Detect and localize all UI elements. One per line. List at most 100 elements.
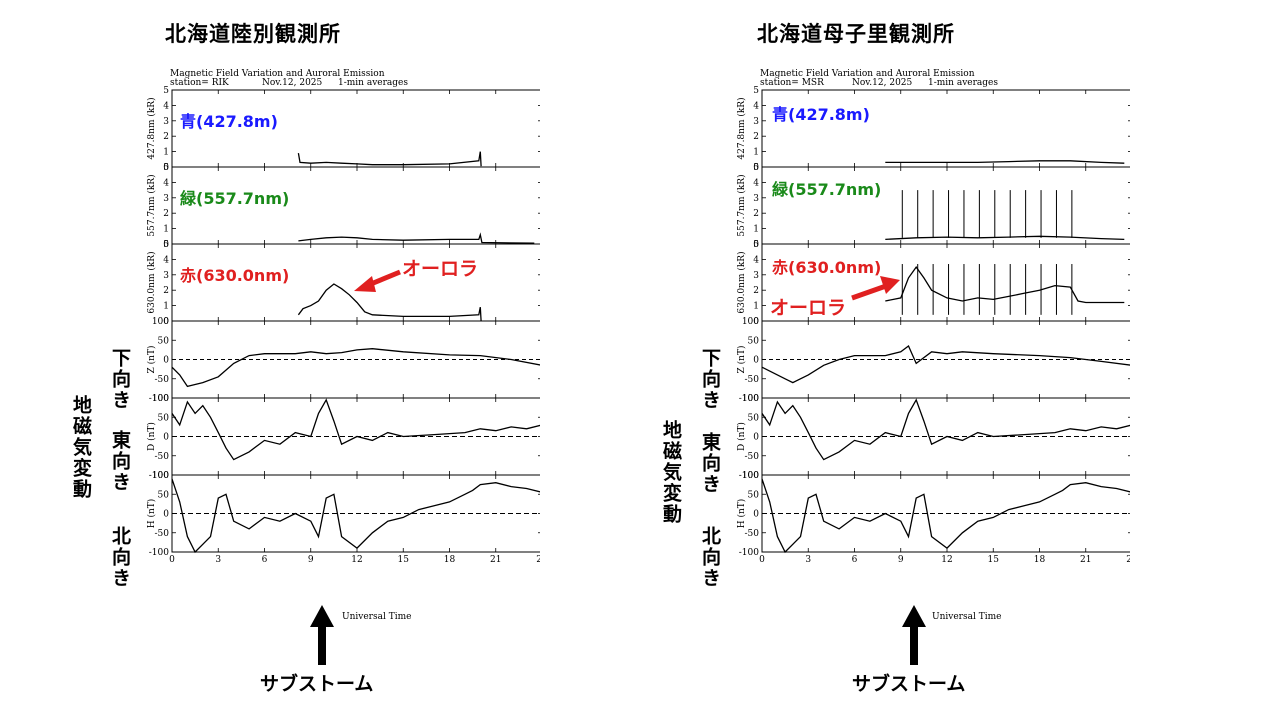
- figure-rik: Magnetic Field Variation and Auroral Emi…: [140, 64, 540, 624]
- y-tick-label: 4: [753, 178, 759, 188]
- series-line: [297, 283, 482, 322]
- x-tick-label: 15: [988, 555, 1000, 565]
- x-tick-label: 18: [444, 555, 456, 565]
- x-tick-label: 3: [215, 555, 221, 565]
- y-tick-label: 1: [753, 148, 759, 158]
- panel-axis-title: 557.7nm (kR): [146, 174, 157, 236]
- y-tick-label: 1: [163, 148, 169, 158]
- y-tick-label: 2: [163, 209, 169, 219]
- y-tick-label: 3: [163, 271, 169, 281]
- h-direction-label-msr: 北向き: [699, 526, 721, 589]
- z-direction-label-rik: 下向き: [109, 348, 131, 411]
- header-avg: 1-min averages: [928, 78, 998, 88]
- x-tick-label: 9: [308, 555, 314, 565]
- y-tick-label: 2: [753, 132, 759, 142]
- y-tick-label: 50: [158, 336, 170, 346]
- x-axis-label: Universal Time: [342, 612, 411, 622]
- x-tick-label: 0: [169, 555, 175, 565]
- header-title: Magnetic Field Variation and Auroral Emi…: [170, 69, 385, 79]
- y-tick-label: 1: [163, 225, 169, 235]
- green-channel-label: 緑(557.7nm): [180, 189, 290, 208]
- panel-4: -100 -50 0 50 100 D (nT): [146, 394, 540, 481]
- x-tick-label: 18: [1034, 555, 1046, 565]
- red-channel-label: 赤(630.0nm): [180, 266, 290, 285]
- h-direction-label-rik: 北向き: [109, 526, 131, 589]
- panel-4: -100 -50 0 50 100 D (nT): [736, 394, 1130, 481]
- x-tick-label: 0: [759, 555, 765, 565]
- y-tick-label: -50: [745, 375, 760, 385]
- header-station: station= MSR: [760, 78, 824, 88]
- y-tick-label: -50: [155, 375, 170, 385]
- y-tick-label: 1: [753, 225, 759, 235]
- y-tick-label: -50: [745, 452, 760, 462]
- series-line: [761, 398, 1130, 461]
- blue-channel-label: 青(427.8m): [180, 112, 278, 131]
- d-direction-label-rik: 東向き: [109, 430, 131, 493]
- y-tick-label: 0: [163, 317, 169, 327]
- chart-msr: Magnetic Field Variation and Auroral Emi…: [736, 69, 1130, 622]
- y-tick-label: 100: [152, 317, 169, 327]
- series-line: [761, 344, 1130, 384]
- panel-5: -100 -50 0 50 100 H (nT): [736, 471, 1130, 558]
- header-date: Nov.12, 2025: [262, 78, 323, 88]
- blue-channel-label: 青(427.8m): [772, 105, 870, 124]
- y-tick-label: -100: [149, 471, 169, 481]
- y-tick-label: 4: [753, 255, 759, 265]
- aurora-arrow-icon: [354, 269, 401, 292]
- y-tick-label: 0: [753, 433, 759, 443]
- y-tick-label: 100: [152, 394, 169, 404]
- substorm-label-rik: サブストーム: [260, 673, 374, 695]
- y-tick-label: 3: [753, 271, 759, 281]
- y-tick-label: 0: [163, 240, 169, 250]
- panel-axis-title: 427.8nm (kR): [146, 97, 157, 159]
- y-tick-label: -100: [149, 548, 169, 558]
- figure-msr: Magnetic Field Variation and Auroral Emi…: [730, 64, 1130, 624]
- x-tick-label: 6: [262, 555, 268, 565]
- y-tick-label: 0: [753, 510, 759, 520]
- y-tick-label: 5: [753, 240, 759, 250]
- aurora-label: オーロラ: [402, 258, 479, 280]
- green-channel-label: 緑(557.7nm): [772, 180, 882, 199]
- y-tick-label: 0: [753, 163, 759, 173]
- panel-axis-title: 557.7nm (kR): [736, 174, 747, 236]
- series-line: [171, 478, 540, 554]
- header-date: Nov.12, 2025: [852, 78, 913, 88]
- series-line: [761, 478, 1130, 554]
- panel-3: -100 -50 0 50 100 Z (nT): [736, 317, 1130, 404]
- panel-axis-title: H (nT): [736, 499, 747, 529]
- y-tick-label: 4: [163, 178, 169, 188]
- x-tick-label: 12: [941, 555, 952, 565]
- y-tick-label: -100: [739, 394, 759, 404]
- y-tick-label: 2: [753, 209, 759, 219]
- aurora-label: オーロラ: [770, 297, 847, 319]
- y-tick-label: 0: [753, 356, 759, 366]
- y-tick-label: 3: [163, 117, 169, 127]
- y-tick-label: 5: [753, 163, 759, 173]
- chart-rik: Magnetic Field Variation and Auroral Emi…: [146, 69, 540, 622]
- y-tick-label: 4: [753, 101, 759, 111]
- panel-axis-title: H (nT): [146, 499, 157, 529]
- geomag-label-rik: 地磁気変動: [70, 395, 92, 500]
- series-line: [885, 265, 1125, 304]
- y-tick-label: 50: [158, 490, 170, 500]
- x-axis-label: Universal Time: [932, 612, 1001, 622]
- aurora-arrow-icon: [851, 276, 900, 301]
- y-tick-label: 50: [158, 413, 170, 423]
- x-tick-label: 15: [398, 555, 410, 565]
- y-tick-label: 100: [152, 471, 169, 481]
- substorm-arrow-icon-msr: [902, 605, 926, 665]
- panel-2: 0 1 2 3 4 5 630.0nm (kR): [736, 240, 1130, 327]
- substorm-arrow-icon-rik: [310, 605, 334, 665]
- y-tick-label: 1: [163, 302, 169, 312]
- panel-axis-title: 630.0nm (kR): [146, 251, 157, 313]
- y-tick-label: 5: [163, 240, 169, 250]
- y-tick-label: 0: [163, 356, 169, 366]
- panel-axis-title: Z (nT): [146, 346, 157, 374]
- y-tick-label: 2: [163, 132, 169, 142]
- x-tick-label: 6: [852, 555, 858, 565]
- panel-axis-title: 427.8nm (kR): [736, 97, 747, 159]
- panel-5: -100 -50 0 50 100 H (nT): [146, 471, 540, 558]
- y-tick-label: -50: [745, 529, 760, 539]
- x-tick-label: 3: [805, 555, 811, 565]
- x-tick-label: 24: [1126, 555, 1130, 565]
